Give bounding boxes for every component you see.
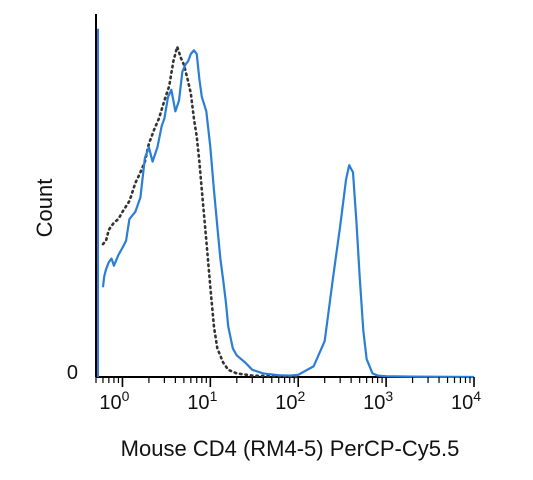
x-tick-label: 104 — [451, 388, 481, 414]
x-tick-label: 101 — [187, 388, 217, 414]
series-layer — [97, 28, 475, 379]
y-tick-label: 0 — [67, 362, 78, 384]
x-axis-ticks: 100 101 102 103 104 — [95, 377, 481, 414]
x-tick-label: 103 — [363, 388, 393, 414]
control-histogram-line — [101, 45, 300, 379]
x-tick-label: 100 — [99, 388, 129, 414]
y-axis-label: Count — [32, 179, 57, 238]
x-tick-label: 102 — [275, 388, 305, 414]
stained-histogram-line — [101, 49, 475, 379]
plot-frame — [95, 14, 474, 378]
x-axis-label: Mouse CD4 (RM4-5) PerCP-Cy5.5 — [121, 436, 460, 461]
y-axis-ticks: 0 — [67, 362, 78, 384]
